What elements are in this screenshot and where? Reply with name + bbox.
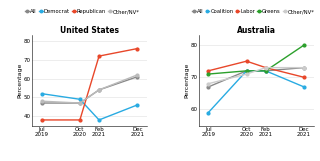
Other/NV* bbox=[40, 100, 44, 102]
Other/NV* bbox=[206, 83, 210, 85]
Democrat bbox=[78, 98, 82, 100]
Democrat bbox=[97, 119, 101, 121]
Democrat bbox=[135, 104, 139, 106]
Line: Coalition: Coalition bbox=[207, 69, 305, 114]
Line: Republican: Republican bbox=[40, 47, 139, 121]
Republican bbox=[40, 119, 44, 121]
All bbox=[244, 70, 248, 72]
Line: Democrat: Democrat bbox=[40, 92, 139, 121]
All bbox=[135, 76, 139, 78]
Labor bbox=[244, 60, 248, 62]
All bbox=[97, 89, 101, 91]
Greens bbox=[206, 73, 210, 75]
Legend: All, Coalition, Labor, Greens, Other/NV*: All, Coalition, Labor, Greens, Other/NV* bbox=[192, 9, 315, 14]
Labor bbox=[264, 67, 268, 69]
All bbox=[302, 67, 306, 69]
Republican bbox=[78, 119, 82, 121]
Line: All: All bbox=[207, 66, 305, 88]
Republican bbox=[97, 55, 101, 57]
Democrat bbox=[40, 93, 44, 95]
Other/NV* bbox=[302, 67, 306, 69]
Other/NV* bbox=[135, 74, 139, 76]
Coalition bbox=[302, 86, 306, 88]
Greens bbox=[244, 70, 248, 72]
Greens bbox=[302, 44, 306, 46]
Labor bbox=[206, 70, 210, 72]
Y-axis label: Percentage: Percentage bbox=[184, 63, 189, 98]
Title: United States: United States bbox=[60, 26, 119, 35]
All bbox=[40, 102, 44, 104]
Other/NV* bbox=[264, 67, 268, 69]
Line: Other/NV*: Other/NV* bbox=[207, 66, 305, 85]
Labor bbox=[302, 76, 306, 78]
Line: Labor: Labor bbox=[207, 60, 305, 79]
Other/NV* bbox=[97, 89, 101, 91]
Greens bbox=[264, 70, 268, 72]
Line: Greens: Greens bbox=[207, 44, 305, 76]
Y-axis label: Percentage: Percentage bbox=[17, 63, 22, 98]
Line: Other/NV*: Other/NV* bbox=[40, 73, 139, 104]
Coalition bbox=[264, 70, 268, 72]
All bbox=[78, 102, 82, 104]
Republican bbox=[135, 48, 139, 50]
All bbox=[206, 86, 210, 88]
Coalition bbox=[206, 112, 210, 114]
Other/NV* bbox=[78, 102, 82, 104]
Other/NV* bbox=[244, 73, 248, 75]
Coalition bbox=[244, 70, 248, 72]
Legend: All, Democrat, Republican, Other/NV*: All, Democrat, Republican, Other/NV* bbox=[26, 9, 140, 14]
Line: All: All bbox=[40, 75, 139, 104]
All bbox=[264, 70, 268, 72]
Title: Australia: Australia bbox=[236, 26, 276, 35]
